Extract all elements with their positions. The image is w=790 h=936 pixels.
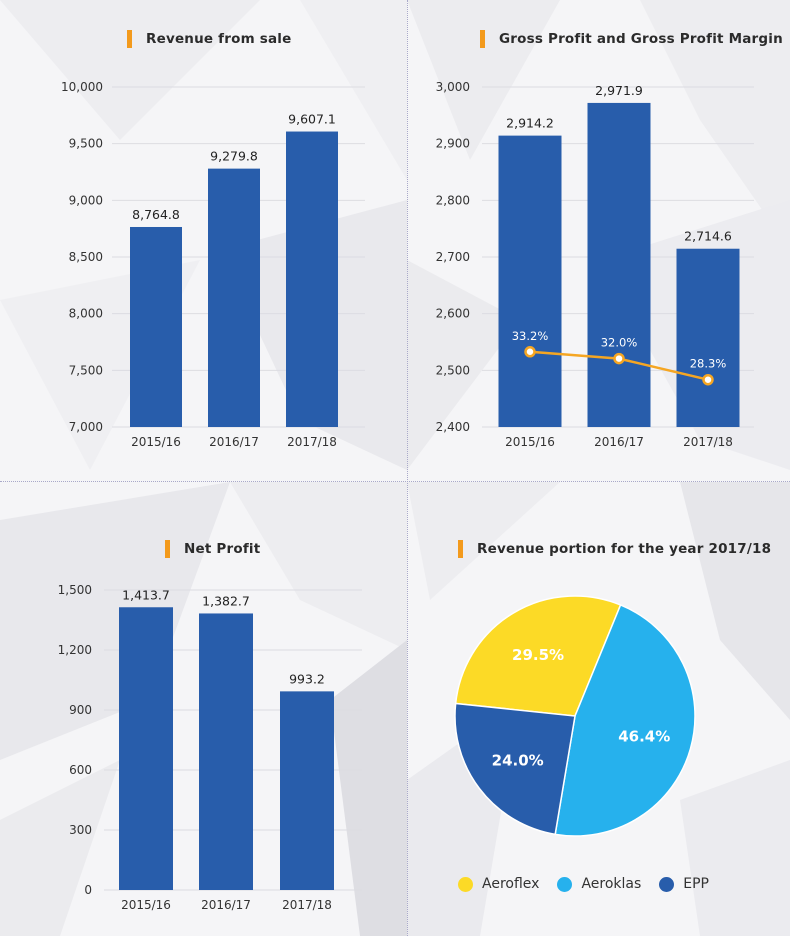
y-tick-label: 2,700 (436, 250, 470, 264)
bar (588, 103, 651, 427)
bar (199, 613, 253, 890)
x-tick-label: 2016/17 (209, 435, 259, 449)
y-tick-label: 2,800 (436, 193, 470, 207)
revenue-portion-chart-title: Revenue portion for the year 2017/18 (458, 540, 771, 558)
legend-label-epp: EPP (683, 876, 709, 892)
bar-value-label: 2,971.9 (595, 83, 643, 98)
y-tick-label: 8,000 (69, 307, 103, 321)
legend-item-epp: EPP (659, 876, 709, 892)
y-tick-label: 900 (69, 703, 92, 717)
bar-value-label: 2,714.6 (684, 229, 732, 244)
pie-legend: Aeroflex Aeroklas EPP (458, 876, 727, 892)
pie-slice-label: 29.5% (512, 646, 564, 664)
y-tick-label: 600 (69, 763, 92, 777)
y-tick-label: 7,500 (69, 363, 103, 377)
bar (286, 132, 338, 427)
margin-label: 28.3% (690, 357, 727, 371)
margin-point (704, 375, 713, 384)
y-tick-label: 10,000 (61, 80, 103, 94)
y-tick-label: 300 (69, 823, 92, 837)
x-tick-label: 2017/18 (282, 898, 332, 912)
legend-label-aeroflex: Aeroflex (482, 876, 539, 892)
y-tick-label: 9,000 (69, 193, 103, 207)
margin-label: 33.2% (512, 329, 549, 343)
margin-label: 32.0% (601, 336, 638, 350)
bar (499, 136, 562, 427)
gross-profit-bar-chart: 2,400 2,500 2,600 2,700 2,800 2,900 3,000 2,914… (407, 0, 790, 475)
bar (119, 607, 173, 890)
x-tick-label: 2016/17 (594, 435, 644, 449)
y-tick-label: 1,500 (58, 583, 92, 597)
y-tick-label: 2,400 (436, 420, 470, 434)
bar-value-label: 1,382.7 (202, 593, 250, 608)
bar-value-label: 9,279.8 (210, 149, 258, 164)
x-tick-label: 2015/16 (121, 898, 171, 912)
y-tick-label: 2,500 (436, 363, 470, 377)
x-tick-label: 2015/16 (131, 435, 181, 449)
y-tick-label: 2,900 (436, 137, 470, 151)
legend-item-aeroflex: Aeroflex (458, 876, 539, 892)
revenue-portion-pie-chart: 29.5% 46.4% 24.0% (407, 570, 790, 870)
bar-value-label: 1,413.7 (122, 587, 170, 602)
y-tick-label: 1,200 (58, 643, 92, 657)
y-tick-label: 3,000 (436, 80, 470, 94)
bar (677, 249, 740, 427)
bar-value-label: 9,607.1 (288, 112, 336, 127)
bar-value-label: 993.2 (289, 671, 325, 686)
bar-value-label: 8,764.8 (132, 207, 180, 222)
y-tick-label: 8,500 (69, 250, 103, 264)
bar (280, 691, 334, 890)
pie-slice-label: 46.4% (618, 728, 670, 746)
legend-swatch-aeroklas (557, 877, 572, 892)
bar (208, 169, 260, 427)
y-tick-label: 7,000 (69, 420, 103, 434)
x-tick-label: 2017/18 (683, 435, 733, 449)
net-profit-bar-chart: 0 300 600 900 1,200 1,500 1,413.7 2015/16 1,382.… (0, 482, 400, 936)
legend-label-aeroklas: Aeroklas (581, 876, 641, 892)
y-tick-label: 0 (84, 883, 92, 897)
title-marker (458, 540, 463, 558)
bar-value-label: 2,914.2 (506, 116, 554, 131)
margin-point (615, 354, 624, 363)
legend-swatch-aeroflex (458, 877, 473, 892)
x-tick-label: 2017/18 (287, 435, 337, 449)
y-tick-label: 2,600 (436, 307, 470, 321)
revenue-portion-title-text: Revenue portion for the year 2017/18 (477, 541, 771, 557)
x-tick-label: 2016/17 (201, 898, 251, 912)
x-tick-label: 2015/16 (505, 435, 555, 449)
y-tick-label: 9,500 (69, 137, 103, 151)
legend-swatch-epp (659, 877, 674, 892)
legend-item-aeroklas: Aeroklas (557, 876, 641, 892)
bar (130, 227, 182, 427)
margin-point (526, 347, 535, 356)
pie-slice-label: 24.0% (492, 752, 544, 770)
revenue-bar-chart: 7,000 7,500 8,000 8,500 9,000 9,500 10,000 8,76… (0, 0, 400, 475)
